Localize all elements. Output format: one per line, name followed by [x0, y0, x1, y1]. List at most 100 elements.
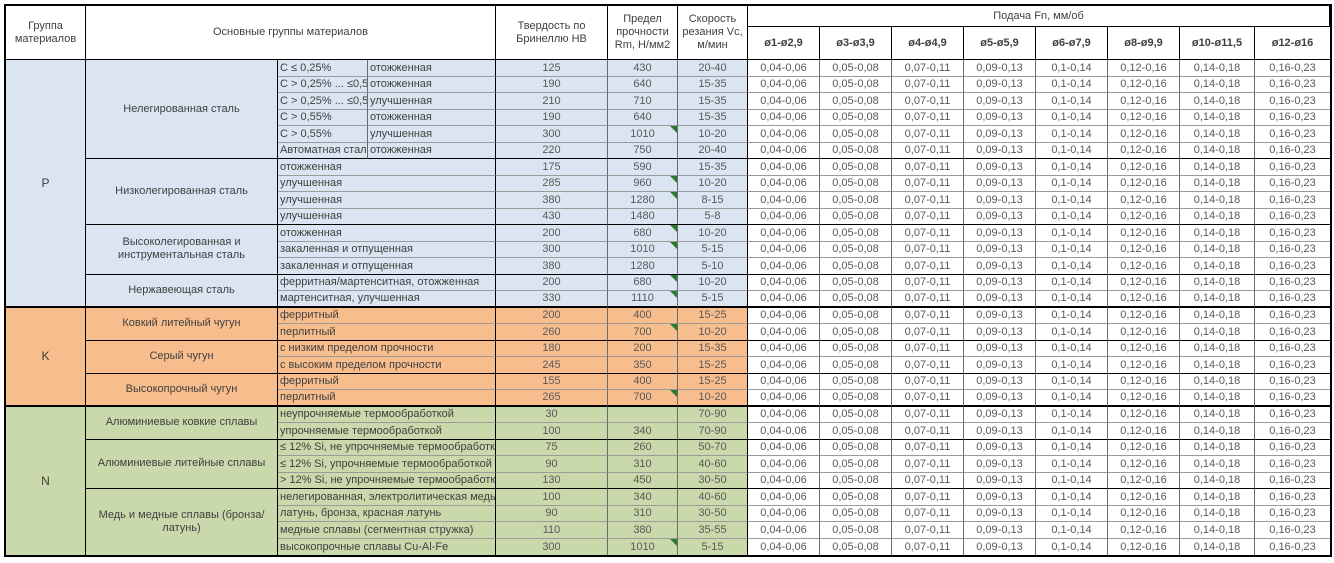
feed-value-cell[interactable]: 0,05-0,08: [820, 373, 892, 390]
feed-value-cell[interactable]: 0,14-0,18: [1180, 340, 1255, 357]
variant-cell[interactable]: C > 0,25% ... ≤0,55%: [278, 76, 368, 93]
feed-value-cell[interactable]: 0,07-0,11: [892, 274, 964, 291]
hardness-cell[interactable]: 175: [496, 159, 608, 176]
cutting-speed-cell[interactable]: 70-90: [678, 406, 748, 423]
hardness-cell[interactable]: 100: [496, 423, 608, 440]
hardness-cell[interactable]: 380: [496, 192, 608, 209]
hardness-cell[interactable]: 200: [496, 225, 608, 242]
feed-value-cell[interactable]: 0,14-0,18: [1180, 60, 1255, 77]
cutting-speed-cell[interactable]: 15-35: [678, 76, 748, 93]
condition-cell[interactable]: отожженная: [368, 60, 496, 77]
description-cell[interactable]: неупрочняемые термообработкой: [278, 406, 496, 423]
feed-value-cell[interactable]: 0,09-0,13: [964, 373, 1036, 390]
feed-value-cell[interactable]: 0,16-0,23: [1255, 126, 1331, 143]
feed-value-cell[interactable]: 0,04-0,06: [748, 159, 820, 176]
hardness-cell[interactable]: 380: [496, 258, 608, 275]
cutting-speed-cell[interactable]: 15-35: [678, 93, 748, 110]
feed-value-cell[interactable]: 0,1-0,14: [1036, 60, 1108, 77]
header-feed-col[interactable]: ø3-ø3,9: [820, 27, 892, 60]
feed-value-cell[interactable]: 0,14-0,18: [1180, 456, 1255, 473]
feed-value-cell[interactable]: 0,16-0,23: [1255, 324, 1331, 341]
description-cell[interactable]: ≤ 12% Si, не упрочняемые термообработкой: [278, 439, 496, 456]
feed-value-cell[interactable]: 0,05-0,08: [820, 307, 892, 324]
feed-value-cell[interactable]: 0,1-0,14: [1036, 307, 1108, 324]
feed-value-cell[interactable]: 0,07-0,11: [892, 142, 964, 159]
cutting-speed-cell[interactable]: 40-60: [678, 489, 748, 506]
feed-value-cell[interactable]: 0,12-0,16: [1108, 423, 1180, 440]
feed-value-cell[interactable]: 0,14-0,18: [1180, 489, 1255, 506]
feed-value-cell[interactable]: 0,05-0,08: [820, 357, 892, 374]
description-cell[interactable]: ферритный: [278, 373, 496, 390]
feed-value-cell[interactable]: 0,04-0,06: [748, 291, 820, 308]
feed-value-cell[interactable]: 0,09-0,13: [964, 456, 1036, 473]
feed-value-cell[interactable]: 0,04-0,06: [748, 93, 820, 110]
feed-value-cell[interactable]: 0,14-0,18: [1180, 109, 1255, 126]
cutting-speed-cell[interactable]: 70-90: [678, 423, 748, 440]
feed-value-cell[interactable]: 0,16-0,23: [1255, 406, 1331, 423]
cutting-speed-cell[interactable]: 30-50: [678, 505, 748, 522]
feed-value-cell[interactable]: 0,12-0,16: [1108, 76, 1180, 93]
strength-cell[interactable]: 1110: [608, 291, 678, 308]
strength-cell[interactable]: 640: [608, 109, 678, 126]
header-hardness[interactable]: Твердость по Бринеллю НВ: [496, 6, 608, 60]
feed-value-cell[interactable]: 0,12-0,16: [1108, 225, 1180, 242]
header-feed-col[interactable]: ø1-ø2,9: [748, 27, 820, 60]
feed-value-cell[interactable]: 0,05-0,08: [820, 142, 892, 159]
feed-value-cell[interactable]: 0,07-0,11: [892, 291, 964, 308]
cutting-speed-cell[interactable]: 5-15: [678, 291, 748, 308]
feed-value-cell[interactable]: 0,04-0,06: [748, 538, 820, 555]
feed-value-cell[interactable]: 0,07-0,11: [892, 60, 964, 77]
feed-value-cell[interactable]: 0,16-0,23: [1255, 456, 1331, 473]
feed-value-cell[interactable]: 0,1-0,14: [1036, 538, 1108, 555]
hardness-cell[interactable]: 210: [496, 93, 608, 110]
strength-cell[interactable]: 310: [608, 456, 678, 473]
hardness-cell[interactable]: 190: [496, 76, 608, 93]
feed-value-cell[interactable]: 0,1-0,14: [1036, 126, 1108, 143]
feed-value-cell[interactable]: 0,12-0,16: [1108, 60, 1180, 77]
feed-value-cell[interactable]: 0,14-0,18: [1180, 538, 1255, 555]
feed-value-cell[interactable]: 0,04-0,06: [748, 522, 820, 539]
feed-value-cell[interactable]: 0,09-0,13: [964, 109, 1036, 126]
feed-value-cell[interactable]: 0,07-0,11: [892, 357, 964, 374]
feed-value-cell[interactable]: 0,05-0,08: [820, 225, 892, 242]
hardness-cell[interactable]: 110: [496, 522, 608, 539]
feed-value-cell[interactable]: 0,14-0,18: [1180, 324, 1255, 341]
group-code-cell[interactable]: P: [6, 60, 86, 308]
feed-value-cell[interactable]: 0,14-0,18: [1180, 142, 1255, 159]
description-cell[interactable]: с низким пределом прочности: [278, 340, 496, 357]
description-cell[interactable]: перлитный: [278, 324, 496, 341]
feed-value-cell[interactable]: 0,14-0,18: [1180, 225, 1255, 242]
feed-value-cell[interactable]: 0,16-0,23: [1255, 208, 1331, 225]
hardness-cell[interactable]: 265: [496, 390, 608, 407]
description-cell[interactable]: улучшенная: [278, 192, 496, 209]
group-code-cell[interactable]: K: [6, 307, 86, 407]
feed-value-cell[interactable]: 0,1-0,14: [1036, 225, 1108, 242]
feed-value-cell[interactable]: 0,16-0,23: [1255, 192, 1331, 209]
feed-value-cell[interactable]: 0,14-0,18: [1180, 241, 1255, 258]
feed-value-cell[interactable]: 0,12-0,16: [1108, 357, 1180, 374]
description-cell[interactable]: нелегированная, электролитическая медь: [278, 489, 496, 506]
feed-value-cell[interactable]: 0,16-0,23: [1255, 291, 1331, 308]
feed-value-cell[interactable]: 0,04-0,06: [748, 472, 820, 489]
hardness-cell[interactable]: 260: [496, 324, 608, 341]
cutting-speed-cell[interactable]: 5-8: [678, 208, 748, 225]
feed-value-cell[interactable]: 0,14-0,18: [1180, 357, 1255, 374]
cutting-speed-cell[interactable]: 15-35: [678, 159, 748, 176]
description-cell[interactable]: закаленная и отпущенная: [278, 241, 496, 258]
feed-value-cell[interactable]: 0,16-0,23: [1255, 505, 1331, 522]
description-cell[interactable]: упрочняемые термообработкой: [278, 423, 496, 440]
feed-value-cell[interactable]: 0,1-0,14: [1036, 291, 1108, 308]
feed-value-cell[interactable]: 0,1-0,14: [1036, 93, 1108, 110]
feed-value-cell[interactable]: 0,1-0,14: [1036, 522, 1108, 539]
feed-value-cell[interactable]: 0,16-0,23: [1255, 373, 1331, 390]
feed-value-cell[interactable]: 0,16-0,23: [1255, 60, 1331, 77]
feed-value-cell[interactable]: 0,04-0,06: [748, 373, 820, 390]
feed-value-cell[interactable]: 0,04-0,06: [748, 505, 820, 522]
feed-value-cell[interactable]: 0,09-0,13: [964, 142, 1036, 159]
strength-cell[interactable]: 750: [608, 142, 678, 159]
feed-value-cell[interactable]: 0,16-0,23: [1255, 489, 1331, 506]
cutting-speed-cell[interactable]: 5-10: [678, 258, 748, 275]
feed-value-cell[interactable]: 0,04-0,06: [748, 241, 820, 258]
feed-value-cell[interactable]: 0,09-0,13: [964, 406, 1036, 423]
feed-value-cell[interactable]: 0,14-0,18: [1180, 522, 1255, 539]
